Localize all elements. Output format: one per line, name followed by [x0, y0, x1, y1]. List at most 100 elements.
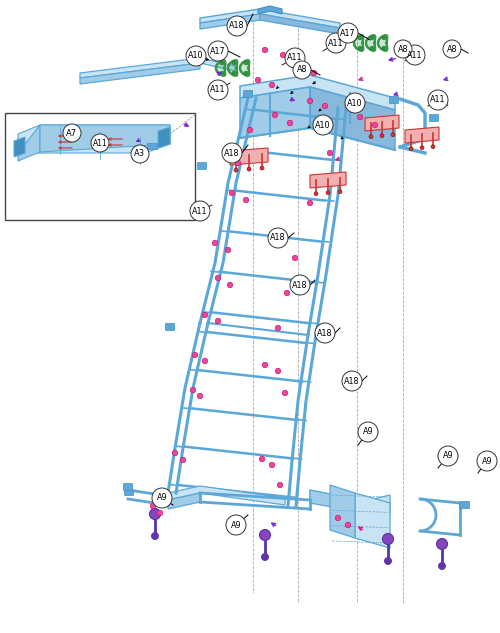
Circle shape: [345, 522, 351, 528]
Polygon shape: [168, 493, 200, 509]
Text: A9: A9: [362, 427, 374, 437]
Circle shape: [358, 46, 362, 50]
Circle shape: [268, 228, 288, 248]
Circle shape: [244, 61, 248, 65]
Circle shape: [370, 36, 374, 40]
Polygon shape: [240, 60, 249, 76]
Circle shape: [255, 77, 261, 83]
FancyBboxPatch shape: [460, 501, 469, 508]
Text: A10: A10: [316, 120, 331, 130]
Circle shape: [277, 482, 283, 488]
Circle shape: [372, 122, 378, 128]
Polygon shape: [18, 125, 40, 161]
Circle shape: [247, 127, 253, 133]
Circle shape: [226, 515, 246, 535]
Circle shape: [272, 112, 278, 118]
Text: A17: A17: [210, 46, 226, 56]
FancyBboxPatch shape: [430, 115, 438, 122]
Circle shape: [391, 133, 395, 137]
Circle shape: [212, 240, 218, 246]
Circle shape: [202, 358, 208, 364]
Polygon shape: [365, 115, 399, 131]
Circle shape: [234, 168, 238, 172]
Circle shape: [244, 71, 248, 75]
Circle shape: [225, 150, 231, 156]
Circle shape: [208, 41, 228, 61]
Polygon shape: [200, 9, 340, 28]
Circle shape: [192, 352, 198, 358]
Circle shape: [290, 275, 310, 295]
Circle shape: [269, 82, 275, 88]
Circle shape: [338, 190, 342, 194]
FancyBboxPatch shape: [148, 144, 158, 149]
Polygon shape: [228, 60, 237, 76]
Text: A18: A18: [270, 234, 286, 242]
Polygon shape: [310, 490, 365, 513]
Circle shape: [394, 40, 412, 58]
Circle shape: [229, 190, 235, 196]
Circle shape: [326, 191, 330, 195]
Circle shape: [431, 145, 435, 149]
Circle shape: [370, 46, 374, 50]
Polygon shape: [168, 486, 285, 505]
Circle shape: [307, 98, 313, 104]
Circle shape: [284, 290, 290, 296]
Polygon shape: [310, 87, 395, 150]
FancyBboxPatch shape: [198, 163, 206, 170]
Text: A11: A11: [287, 54, 303, 63]
Polygon shape: [40, 125, 170, 152]
Circle shape: [405, 45, 425, 65]
Circle shape: [202, 312, 208, 318]
Polygon shape: [240, 87, 310, 138]
Text: A8: A8: [398, 44, 408, 54]
Text: A18: A18: [344, 377, 360, 385]
Circle shape: [382, 36, 386, 40]
Circle shape: [190, 201, 210, 221]
Circle shape: [338, 23, 358, 43]
FancyBboxPatch shape: [390, 96, 398, 104]
Text: A11: A11: [407, 51, 423, 60]
Circle shape: [235, 160, 241, 166]
Circle shape: [382, 46, 386, 50]
Circle shape: [314, 192, 318, 196]
Text: A17: A17: [340, 28, 356, 37]
Circle shape: [227, 16, 247, 36]
Circle shape: [428, 90, 448, 110]
Circle shape: [315, 323, 335, 343]
Circle shape: [280, 52, 286, 58]
Circle shape: [380, 134, 384, 138]
Circle shape: [357, 114, 363, 120]
Text: A18: A18: [318, 329, 333, 337]
FancyBboxPatch shape: [124, 484, 132, 491]
Text: A18: A18: [229, 22, 245, 30]
Circle shape: [369, 135, 373, 139]
Circle shape: [438, 563, 446, 570]
Circle shape: [262, 47, 268, 53]
Circle shape: [262, 553, 268, 560]
Circle shape: [293, 61, 311, 79]
Circle shape: [232, 71, 236, 75]
Circle shape: [152, 488, 172, 508]
Circle shape: [443, 40, 461, 58]
Circle shape: [260, 166, 264, 170]
Circle shape: [157, 510, 163, 516]
Polygon shape: [355, 493, 390, 548]
Text: A18: A18: [224, 149, 240, 158]
FancyBboxPatch shape: [166, 323, 174, 330]
Polygon shape: [230, 148, 268, 165]
Text: A9: A9: [230, 520, 241, 529]
Circle shape: [260, 529, 270, 541]
Circle shape: [215, 275, 221, 281]
Circle shape: [345, 93, 365, 113]
Text: A11: A11: [210, 85, 226, 94]
Circle shape: [220, 61, 224, 65]
Circle shape: [287, 120, 293, 126]
Circle shape: [150, 503, 156, 509]
Circle shape: [285, 48, 305, 68]
Circle shape: [282, 390, 288, 396]
Polygon shape: [80, 58, 235, 78]
Text: A8: A8: [297, 65, 307, 75]
Circle shape: [358, 36, 362, 40]
Text: A3: A3: [134, 149, 145, 158]
Circle shape: [150, 508, 160, 520]
